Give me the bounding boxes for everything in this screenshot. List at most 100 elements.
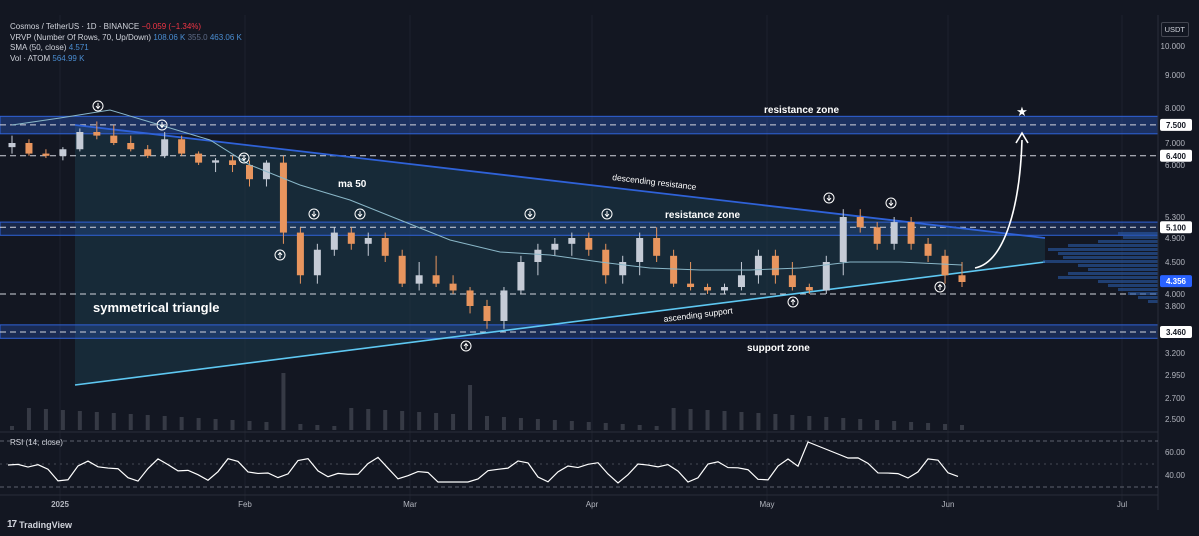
arrow-down-icon	[311, 211, 317, 218]
price-tick-label: 2.950	[1165, 371, 1186, 380]
volume-profile-bar	[1118, 288, 1158, 291]
candle-body	[585, 238, 593, 250]
candle-body	[551, 243, 559, 250]
time-tick-label: 2025	[51, 500, 69, 509]
candle-body	[127, 143, 135, 150]
volume-profile-bar	[1043, 260, 1158, 263]
price-tag-box	[1160, 118, 1192, 131]
volume-bar	[807, 416, 812, 430]
candle-body	[25, 143, 33, 154]
target-arrow	[974, 139, 1023, 269]
arrow-down-icon	[95, 103, 101, 110]
candle-body	[958, 275, 966, 282]
candle-body	[466, 290, 474, 306]
vrvp-label[interactable]: VRVP (Number Of Rows, 70, Up/Down)	[10, 32, 152, 42]
volume-profile-bar	[1148, 300, 1158, 303]
volume-bar	[10, 426, 14, 430]
price-tick-label: 8.000	[1165, 104, 1186, 113]
price-tick-label: 5.300	[1165, 213, 1186, 222]
candle-body	[144, 149, 152, 156]
arrow-up-icon	[277, 251, 283, 258]
candle-body	[8, 143, 16, 148]
arrow-down-icon	[604, 211, 610, 218]
volume-profile-bar	[1138, 296, 1158, 299]
volume-bar	[400, 411, 405, 430]
volume-bar	[162, 416, 167, 430]
candle-body	[771, 255, 779, 276]
volume-bar	[366, 409, 371, 430]
currency-button[interactable]: USDT	[1160, 22, 1189, 37]
candle-body	[229, 160, 237, 165]
price-tick-label: 10.000	[1161, 42, 1186, 51]
volume-bar	[451, 414, 456, 430]
ascending-support-line	[74, 261, 1046, 386]
volume-bar	[332, 426, 337, 430]
arrow-up-icon	[790, 298, 796, 305]
triangle-shade	[75, 125, 1045, 385]
candle-body	[704, 287, 712, 291]
volume-bar	[569, 421, 574, 430]
volume-bar	[518, 418, 523, 430]
price-tag-box	[1160, 326, 1192, 338]
volume-bar	[349, 408, 354, 430]
candle-body	[262, 162, 270, 180]
volume-bar	[111, 413, 116, 430]
candle-body	[788, 275, 796, 288]
touch-down-icon	[823, 192, 835, 204]
volume-profile-bar	[1118, 232, 1158, 235]
candle-body	[907, 222, 915, 244]
price-tag-label: 5.100	[1166, 223, 1187, 232]
candle-body	[805, 287, 813, 291]
touch-down-icon	[92, 100, 104, 112]
volume-bar	[298, 424, 303, 430]
candle-body	[347, 232, 355, 244]
rsi-tick-label: 40.00	[1165, 471, 1186, 480]
candle-body	[415, 275, 423, 284]
volume-bar	[281, 373, 286, 430]
label-support-zone: support zone	[747, 343, 810, 354]
time-axis: 2025 Feb Mar Apr May Jun Jul	[51, 500, 1127, 509]
label-resistance-mid: resistance zone	[665, 210, 740, 221]
volume-bar	[501, 417, 506, 430]
volume-profile-bar	[1078, 264, 1158, 267]
candle-body	[822, 262, 830, 291]
volume-profile-bar	[1068, 272, 1158, 275]
volume-bar	[60, 410, 65, 430]
sma-value: 4.571	[68, 43, 89, 52]
volume-profile-bar	[1128, 292, 1158, 295]
candle-body	[636, 238, 644, 262]
candle-body	[212, 160, 220, 163]
arrow-up-icon	[463, 342, 469, 349]
rsi-tick-label: 60.00	[1165, 448, 1186, 457]
volume-profile-bar	[1068, 244, 1158, 247]
candle-body	[839, 217, 847, 262]
symbol-title[interactable]: Cosmos / TetherUS · 1D · BINANCE	[10, 22, 140, 31]
candle-body	[330, 232, 338, 250]
candle-body	[93, 132, 101, 136]
vol-value: 564.99 K	[52, 53, 85, 63]
price-tick-label: 2.500	[1165, 415, 1186, 424]
candle-body	[941, 255, 949, 276]
arrow-down-icon	[888, 200, 894, 207]
touch-down-icon	[524, 208, 536, 220]
volume-profile-bar	[1058, 252, 1158, 255]
touch-down-icon	[354, 208, 366, 220]
price-tick-label: 3.800	[1165, 302, 1186, 311]
volume-profile-bar	[1088, 268, 1158, 271]
touch-up-icon	[460, 340, 472, 352]
candle-body	[161, 139, 169, 156]
volume-bar	[552, 420, 557, 430]
volume-profile-bar	[1098, 280, 1158, 283]
touch-up-icon	[274, 249, 286, 261]
volume-profile-bar	[1063, 256, 1158, 259]
sma-label[interactable]: SMA (50, close)	[10, 43, 67, 52]
candle-body	[873, 227, 881, 244]
volume-bar	[485, 416, 489, 430]
vol-label[interactable]: Vol · ATOM	[10, 53, 51, 63]
tradingview-logo[interactable]: 17 TradingView	[7, 519, 72, 530]
rsi-label[interactable]: RSI (14, close)	[10, 438, 63, 447]
candle-body	[432, 275, 440, 284]
label-resistance-top: resistance zone	[764, 105, 839, 116]
rsi-line	[7, 441, 959, 484]
resistance-zone-mid	[0, 221, 1159, 236]
